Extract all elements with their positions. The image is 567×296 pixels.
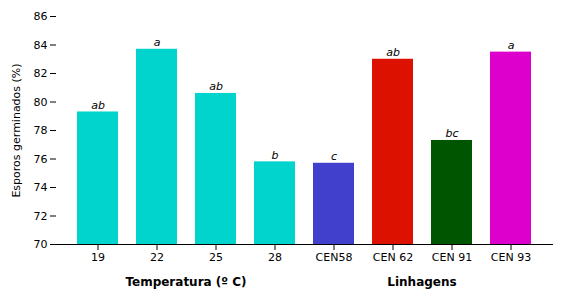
svg-text:78: 78 — [34, 124, 48, 137]
svg-text:a: a — [508, 39, 515, 52]
svg-text:b: b — [272, 149, 279, 162]
svg-text:ab: ab — [91, 99, 105, 112]
svg-text:25: 25 — [209, 251, 223, 264]
svg-text:80: 80 — [34, 96, 48, 109]
svg-text:19: 19 — [91, 251, 105, 264]
svg-text:CEN 91: CEN 91 — [432, 251, 472, 264]
svg-text:28: 28 — [268, 251, 282, 264]
svg-text:74: 74 — [34, 181, 48, 194]
svg-text:Temperatura (º C): Temperatura (º C) — [125, 275, 246, 289]
svg-text:CEN 93: CEN 93 — [491, 251, 531, 264]
svg-text:84: 84 — [34, 39, 48, 52]
svg-text:Linhagens: Linhagens — [387, 275, 456, 289]
svg-text:c: c — [331, 150, 337, 163]
svg-text:Esporos germinados (%): Esporos germinados (%) — [10, 63, 23, 197]
svg-text:76: 76 — [34, 153, 48, 166]
svg-text:ab: ab — [386, 46, 400, 59]
svg-text:22: 22 — [150, 251, 164, 264]
svg-text:86: 86 — [34, 10, 48, 23]
svg-text:CEN58: CEN58 — [316, 251, 353, 264]
svg-text:CEN 62: CEN 62 — [373, 251, 413, 264]
svg-text:82: 82 — [34, 67, 48, 80]
svg-text:70: 70 — [34, 238, 48, 251]
svg-text:72: 72 — [34, 210, 48, 223]
svg-text:bc: bc — [445, 127, 458, 140]
svg-text:a: a — [154, 36, 161, 49]
svg-text:ab: ab — [209, 80, 223, 93]
